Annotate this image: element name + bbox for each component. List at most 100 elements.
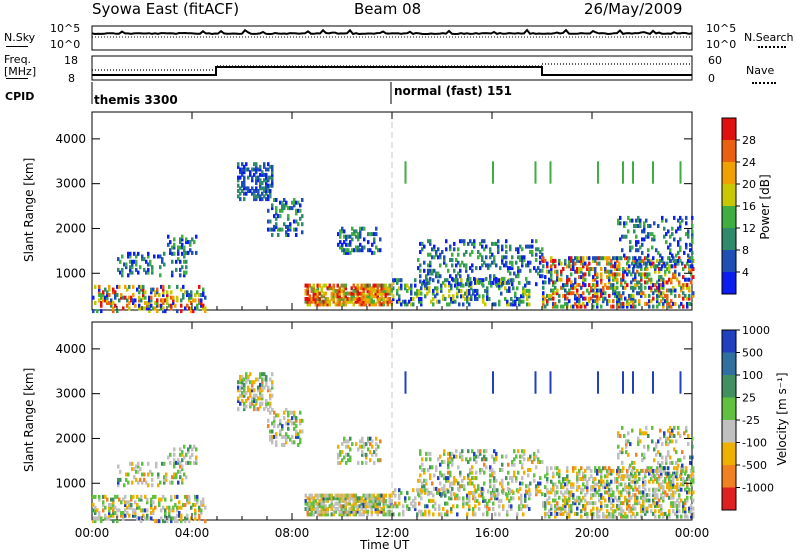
echo-cell: [669, 431, 672, 436]
echo-cell: [494, 496, 497, 501]
echo-cell: [269, 396, 272, 401]
echo-cell: [670, 487, 673, 492]
echo-cell: [324, 496, 327, 501]
echo-cell: [267, 208, 270, 213]
echo-cell: [293, 227, 296, 232]
echo-cell: [524, 498, 527, 503]
echo-cell: [450, 496, 453, 501]
echo-cell: [675, 450, 678, 455]
echo-cell: [572, 482, 575, 487]
echo-cell: [255, 393, 258, 398]
echo-cell: [608, 261, 611, 266]
echo-cell: [564, 495, 567, 500]
echo-cell: [162, 505, 165, 510]
echo-cell: [380, 498, 383, 503]
echo-cell: [368, 294, 371, 299]
echo-cell: [580, 275, 583, 280]
echo-cell: [665, 439, 668, 444]
echo-cell: [310, 286, 313, 291]
echo-cell: [518, 504, 521, 509]
echo-cell: [554, 503, 557, 508]
echo-cell: [265, 181, 268, 185]
echo-cell: [477, 279, 480, 284]
echo-cell: [253, 380, 256, 385]
echo-cell: [396, 504, 399, 509]
echo-cell: [195, 234, 198, 239]
echo-cell: [616, 301, 619, 306]
echo-cell: [600, 474, 603, 479]
echo-cell: [544, 506, 547, 511]
echo-cell: [600, 304, 603, 309]
echo-cell: [640, 264, 643, 269]
echo-cell: [134, 508, 137, 513]
echo-cell: [183, 270, 186, 275]
echo-cell: [462, 283, 465, 288]
echo-cell: [358, 302, 361, 307]
echo-cell: [426, 286, 429, 291]
echo-cell: [141, 257, 144, 262]
echo-cell: [202, 303, 205, 308]
echo-cell: [670, 479, 673, 484]
echo-cell: [255, 197, 258, 202]
echo-cell: [304, 288, 307, 293]
echo-cell: [652, 304, 655, 309]
echo-cell: [525, 276, 528, 281]
echo-cell: [586, 501, 589, 506]
echo-cell: [345, 460, 348, 465]
echo-cell: [398, 278, 401, 283]
echo-cell: [247, 388, 250, 393]
echo-cell: [566, 490, 569, 495]
echo-cell: [198, 516, 201, 521]
echo-cell: [126, 298, 129, 303]
echo-cell: [594, 299, 597, 304]
echo-cell: [657, 224, 660, 228]
echo-cell: [528, 291, 531, 296]
echo-cell: [358, 498, 361, 503]
echo-cell: [356, 509, 359, 514]
echo-cell: [630, 272, 633, 277]
echo-cell: [462, 302, 465, 307]
echo-cell: [336, 299, 339, 304]
echo-cell: [133, 251, 136, 256]
echo-cell: [539, 274, 542, 279]
echo-cell: [596, 272, 599, 277]
echo-cell: [574, 293, 577, 298]
echo-cell: [151, 483, 154, 488]
echo-cell: [663, 226, 666, 231]
echo-streak: [534, 161, 537, 184]
echo-cell: [634, 256, 637, 261]
echo-cell: [241, 385, 244, 390]
echo-cell: [511, 460, 514, 464]
echo-cell: [484, 302, 487, 307]
echo-cell: [642, 258, 645, 263]
echo-cell: [293, 200, 296, 205]
echo-cell: [267, 183, 270, 188]
echo-cell: [526, 302, 529, 307]
echo-cell: [138, 298, 141, 303]
echo-cell: [600, 280, 603, 285]
echo-cell: [247, 374, 250, 379]
echo-cell: [249, 372, 252, 377]
echo-cell: [576, 511, 579, 516]
echo-cell: [340, 498, 343, 503]
echo-cell: [667, 471, 670, 476]
echo-cell: [178, 500, 181, 505]
echo-cell: [243, 170, 246, 175]
echo-cell: [623, 474, 626, 479]
echo-cell: [608, 466, 611, 471]
echo-cell: [586, 267, 589, 271]
echo-cell: [279, 429, 282, 434]
echo-cell: [521, 465, 524, 470]
echo-cell: [558, 277, 561, 282]
echo-cell: [568, 498, 571, 503]
echo-cell: [482, 278, 485, 283]
echo-cell: [661, 258, 664, 263]
echo-cell: [513, 470, 516, 475]
echo-cell: [367, 240, 370, 245]
echo-cell: [362, 288, 365, 293]
echo-cell: [602, 288, 605, 293]
echo-cell: [295, 416, 298, 421]
echo-cell: [352, 501, 355, 506]
echo-cell: [247, 385, 250, 390]
